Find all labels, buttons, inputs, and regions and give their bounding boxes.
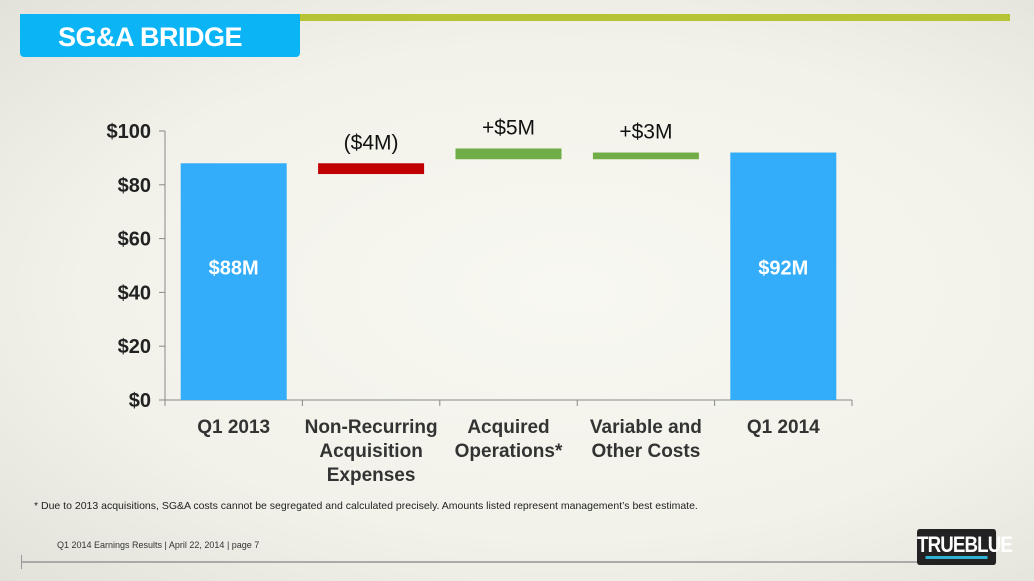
bar [318, 163, 425, 175]
title-banner: SG&A BRIDGE [20, 14, 300, 57]
data-label: $92M [758, 258, 808, 280]
footer-text: Q1 2014 Earnings Results | April 22, 201… [57, 540, 260, 550]
y-tick-label: $20 [118, 336, 151, 358]
logo-text: TRUEBLUE [917, 532, 1013, 557]
x-tick-label: Variable and [590, 417, 702, 438]
data-label: $88M [209, 258, 259, 280]
waterfall-chart: $0 $20 $40 $60 $80 $100 $88M Q1 2013 ($4M) Non-Re… [107, 116, 853, 486]
bar [592, 152, 699, 160]
y-tick-label: $100 [107, 121, 152, 143]
footer-line [22, 561, 922, 563]
page-title: SG&A BRIDGE [58, 22, 243, 52]
bar [455, 148, 562, 160]
y-tick-label: $80 [118, 175, 151, 197]
x-tick-label: Other Costs [592, 441, 701, 462]
x-tick-label: Q1 2013 [197, 417, 270, 438]
bar [180, 163, 287, 400]
bar [730, 152, 837, 400]
data-label: +$3M [619, 121, 672, 144]
x-tick-label: Acquisition [319, 441, 422, 462]
data-label: ($4M) [344, 131, 399, 154]
logo-underline [925, 556, 988, 559]
y-tick-label: $40 [118, 282, 151, 304]
x-tick-label: Q1 2014 [747, 417, 820, 438]
y-tick-label: $0 [129, 390, 151, 412]
x-tick-label: Operations* [455, 441, 563, 462]
x-tick-label: Acquired [467, 417, 549, 438]
accent-bar [300, 14, 1010, 21]
trueblue-logo: TRUEBLUE [917, 529, 1013, 565]
y-tick-label: $60 [118, 229, 151, 251]
x-tick-label: Non-Recurring [305, 417, 438, 438]
x-tick-label: Expenses [327, 465, 416, 486]
data-label: +$5M [482, 116, 535, 139]
footer-tick [21, 555, 22, 569]
footnote: * Due to 2013 acquisitions, SG&A costs c… [34, 500, 698, 512]
